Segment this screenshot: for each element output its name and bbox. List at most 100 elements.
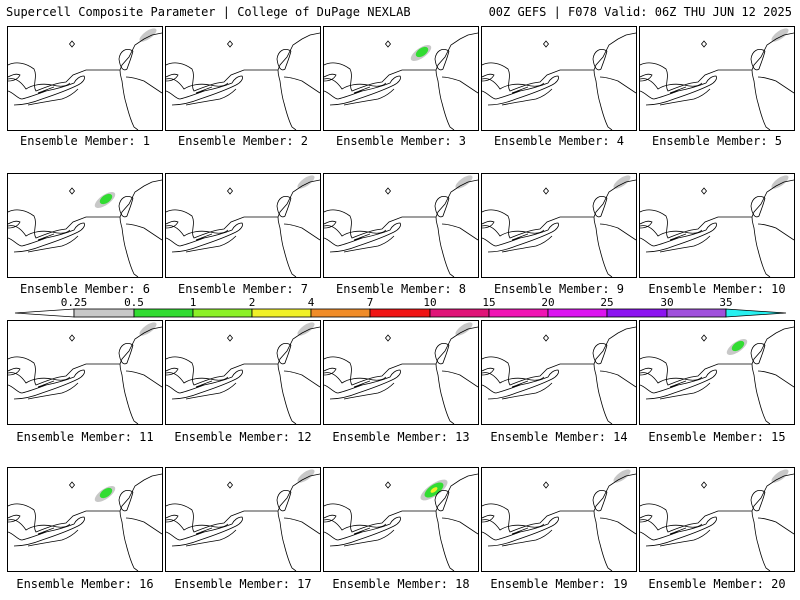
scp-contour-patch (99, 193, 113, 205)
coastline-path (482, 179, 636, 277)
coastline-path (166, 473, 320, 571)
colorbar-tick-label: 20 (541, 296, 555, 309)
map-outline (8, 473, 162, 571)
coastline-path (482, 78, 545, 90)
coastline-path (640, 473, 794, 571)
ensemble-map-panel (323, 173, 479, 278)
coastline-path (166, 372, 229, 384)
coastline-path (324, 225, 387, 237)
colorbar-swatch (310, 308, 371, 318)
coastline-path (8, 372, 71, 384)
scp-contour-patch (771, 469, 789, 483)
coastline-path (482, 372, 545, 384)
colorbar-swatch (488, 308, 549, 318)
coastline-path (166, 179, 320, 277)
ensemble-member-label: Ensemble Member: 11 (16, 430, 154, 444)
station-marker-icon (700, 187, 708, 195)
ensemble-map-panel (7, 320, 163, 425)
coastline-path (482, 326, 636, 424)
ensemble-map-panel (165, 26, 321, 131)
scp-contour-patch (415, 46, 429, 58)
coastline-path (8, 326, 162, 424)
map-outline (324, 175, 478, 277)
coastline-path (166, 225, 229, 237)
map-outline (166, 322, 320, 424)
map-outline (166, 175, 320, 277)
coastline-path (640, 179, 794, 277)
coastline-path (8, 519, 71, 531)
ensemble-member-label: Ensemble Member: 14 (490, 430, 628, 444)
ensemble-map-panel (481, 467, 637, 572)
coastline-path (324, 78, 387, 90)
ensemble-member-label: Ensemble Member: 5 (651, 134, 783, 148)
colorbar-tick-label: 0.5 (124, 296, 144, 309)
colorbar-swatch (133, 308, 194, 318)
colorbar-swatch (547, 308, 608, 318)
station-marker-icon (226, 40, 234, 48)
map-outline (8, 322, 162, 424)
ensemble-member-label: Ensemble Member: 6 (19, 282, 151, 296)
ensemble-map-panel (481, 26, 637, 131)
coastline-path (8, 32, 162, 130)
ensemble-member-label: Ensemble Member: 17 (174, 577, 312, 591)
coastline-path (640, 225, 703, 237)
colorbar-tick-label: 1 (189, 296, 197, 309)
ensemble-member-label: Ensemble Member: 8 (335, 282, 467, 296)
colorbar-tick-label: 10 (423, 296, 437, 309)
ensemble-map-panel (323, 320, 479, 425)
ensemble-member-label: Ensemble Member: 4 (493, 134, 625, 148)
scp-contour-patch (731, 340, 745, 352)
coastline-path (482, 473, 636, 571)
ensemble-map-panel (323, 467, 479, 572)
coastline-path (640, 78, 703, 90)
ensemble-member-label: Ensemble Member: 16 (16, 577, 154, 591)
colorbar-swatch (666, 308, 727, 318)
map-outline (324, 473, 478, 571)
station-marker-icon (700, 481, 708, 489)
coastline-path (166, 519, 229, 531)
ensemble-map-panel (165, 320, 321, 425)
ensemble-map-panel (481, 173, 637, 278)
ensemble-map-panel (639, 26, 795, 131)
coastline-path (8, 78, 71, 90)
scp-contour-patch (430, 487, 438, 493)
coastline-path (482, 32, 636, 130)
ensemble-map-panel (639, 173, 795, 278)
station-marker-icon (226, 334, 234, 342)
coastline-path (324, 473, 478, 571)
coastline-path (482, 225, 545, 237)
ensemble-map-panel (639, 320, 795, 425)
map-outline (640, 469, 794, 571)
title-right: 00Z GEFS | F078 Valid: 06Z THU JUN 12 20… (488, 5, 792, 19)
station-marker-icon (542, 40, 550, 48)
scp-contour-patch (771, 175, 789, 189)
scp-contour-patch (99, 487, 113, 499)
station-marker-icon (226, 481, 234, 489)
colorbar-swatch (369, 308, 431, 318)
ensemble-map-panel (639, 467, 795, 572)
scp-contour-patch (297, 469, 315, 483)
ensemble-map-panel (7, 26, 163, 131)
colorbar-tick-label: 0.25 (60, 296, 88, 309)
map-outline (166, 469, 320, 571)
station-marker-icon (542, 187, 550, 195)
coastline-path (324, 519, 387, 531)
station-marker-icon (68, 334, 76, 342)
map-outline (166, 32, 320, 130)
station-marker-icon (542, 481, 550, 489)
coastline-path (640, 519, 703, 531)
ensemble-member-label: Ensemble Member: 18 (332, 577, 470, 591)
title-left: Supercell Composite Parameter | College … (6, 5, 411, 19)
station-marker-icon (68, 187, 76, 195)
colorbar-swatch (251, 308, 312, 318)
ensemble-map-panel (165, 467, 321, 572)
map-outline (324, 32, 478, 130)
scp-contour-patch (455, 322, 473, 336)
station-marker-icon (226, 187, 234, 195)
colorbar-tick-label: 15 (482, 296, 496, 309)
map-outline (482, 469, 636, 571)
colorbar-tick-label: 25 (600, 296, 614, 309)
coastline-path (166, 32, 320, 130)
colorbar-swatch (192, 308, 253, 318)
scp-contour-patch (297, 175, 315, 189)
